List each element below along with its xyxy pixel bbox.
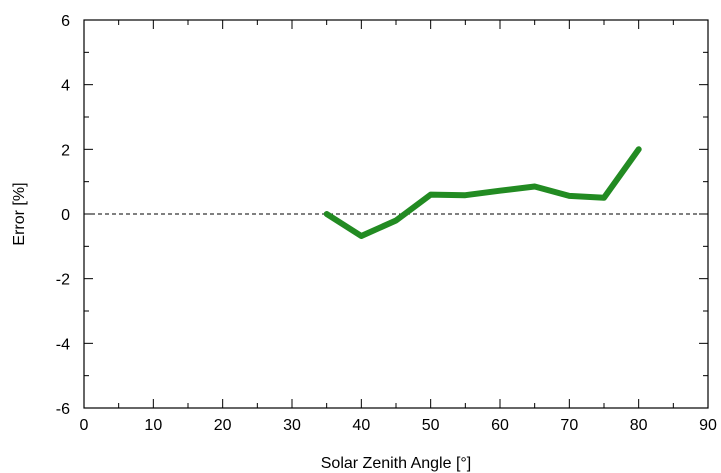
x-tick-label: 10: [144, 417, 162, 434]
y-tick-label: -2: [56, 272, 70, 289]
x-axis-label: Solar Zenith Angle [°]: [321, 455, 471, 472]
x-tick-label: 80: [630, 417, 648, 434]
x-tick-label: 70: [560, 417, 578, 434]
y-tick-label: 2: [61, 142, 70, 159]
x-tick-label: 20: [214, 417, 232, 434]
x-tick-label: 50: [422, 417, 440, 434]
plot-area: 0 10 20 30 40 50 60 70 80 90 -6 -4 -2 0 2 4 6: [56, 13, 717, 434]
y-tick-label: 6: [61, 13, 70, 30]
x-tick-label: 0: [80, 417, 89, 434]
x-tick-label: 60: [491, 417, 509, 434]
x-tick-label: 40: [352, 417, 370, 434]
x-tick-label: 30: [283, 417, 301, 434]
error-series-line: [323, 146, 642, 239]
x-tick-label: 90: [699, 417, 717, 434]
y-tick-label: -4: [56, 336, 70, 353]
y-tick-label: 4: [61, 78, 70, 95]
y-axis-label: Error [%]: [11, 182, 28, 245]
y-tick-label: 0: [61, 207, 70, 224]
y-tick-label: -6: [56, 401, 70, 418]
